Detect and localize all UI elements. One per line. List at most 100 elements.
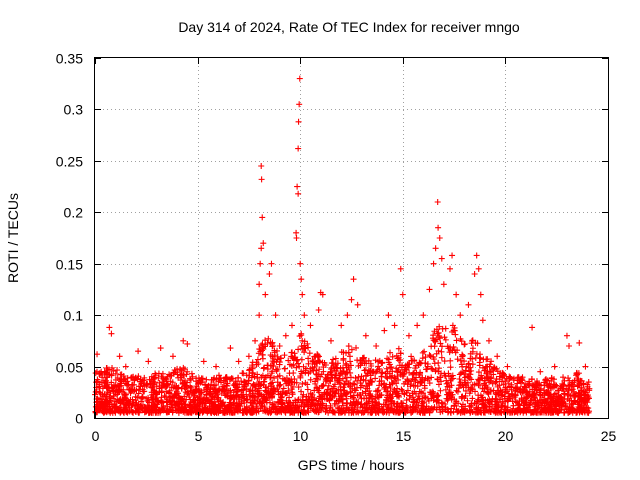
roti-point [215, 372, 222, 379]
roti-point [578, 377, 585, 384]
roti-point [378, 391, 385, 398]
roti-point [438, 354, 445, 361]
roti-point [459, 368, 466, 375]
roti-point [479, 385, 486, 392]
roti-point [514, 374, 521, 381]
y-tick-label: 0.2 [64, 205, 84, 221]
roti-point [477, 291, 484, 298]
roti-point [435, 381, 442, 388]
roti-point [256, 312, 263, 319]
roti-point [210, 393, 217, 400]
roti-point [168, 384, 175, 391]
roti-point [497, 408, 504, 415]
roti-point [405, 332, 412, 339]
roti-point [365, 400, 372, 407]
roti-point [570, 407, 577, 414]
roti-point [331, 400, 338, 407]
roti-point [310, 358, 317, 365]
roti-point [468, 385, 475, 392]
roti-point [345, 343, 352, 350]
roti-point [221, 387, 228, 394]
roti-point [481, 380, 488, 387]
roti-point [428, 365, 435, 372]
roti-point [298, 408, 305, 415]
roti-point [575, 392, 582, 399]
roti-point [533, 381, 540, 388]
roti-point [302, 369, 309, 376]
roti-point [525, 382, 532, 389]
roti-point [453, 337, 460, 344]
roti-point [391, 374, 398, 381]
roti-point [389, 407, 396, 414]
roti-point [300, 363, 307, 370]
tick-labels: 0 5 10 15 20 25 0 0.05 0.1 0.15 0.2 0.25 0.3 0.35 [56, 51, 617, 445]
roti-point [172, 391, 179, 398]
roti-point [294, 183, 301, 190]
roti-point [274, 353, 281, 360]
roti-point [459, 393, 466, 400]
roti-point [328, 374, 335, 381]
roti-point [213, 363, 220, 370]
roti-point [250, 381, 257, 388]
roti-point [358, 360, 365, 367]
roti-point [295, 360, 302, 367]
roti-point [556, 394, 563, 401]
roti-point [309, 401, 316, 408]
roti-point [383, 397, 390, 404]
roti-point [233, 392, 240, 399]
roti-point [186, 375, 193, 382]
roti-point [368, 405, 375, 412]
roti-point [271, 400, 278, 407]
roti-point [258, 381, 265, 388]
roti-point [418, 379, 425, 386]
roti-point [350, 276, 357, 283]
roti-point [447, 347, 454, 354]
roti-point [483, 374, 490, 381]
roti-point [278, 397, 285, 404]
roti-point [300, 403, 307, 410]
roti-point [472, 388, 479, 395]
roti-point [450, 343, 457, 350]
roti-point [311, 353, 318, 360]
roti-point [326, 396, 333, 403]
roti-point [160, 376, 167, 383]
roti-point [95, 384, 102, 391]
roti-point [459, 363, 466, 370]
roti-point [193, 403, 200, 410]
roti-point [347, 388, 354, 395]
roti-point [398, 386, 405, 393]
roti-point [155, 409, 162, 416]
roti-point [255, 408, 262, 415]
roti-point [422, 354, 429, 361]
roti-point [551, 363, 558, 370]
roti-point [258, 402, 265, 409]
roti-point [316, 408, 323, 415]
roti-point [449, 252, 456, 259]
roti-point [120, 400, 127, 407]
roti-point [482, 409, 489, 416]
roti-point [381, 327, 388, 334]
roti-point [460, 384, 467, 391]
roti-point [486, 363, 493, 370]
roti-point [414, 408, 421, 415]
roti-point [414, 383, 421, 390]
roti-point [345, 409, 352, 416]
roti-point [498, 402, 505, 409]
roti-point [244, 396, 251, 403]
roti-point [183, 396, 190, 403]
roti-point [323, 402, 330, 409]
x-tick-label: 10 [293, 428, 309, 444]
roti-point [107, 405, 114, 412]
roti-point [282, 332, 289, 339]
roti-point [475, 377, 482, 384]
roti-point [528, 376, 535, 383]
roti-point [298, 388, 305, 395]
roti-point [325, 409, 332, 416]
roti-point [498, 388, 505, 395]
roti-point [569, 386, 576, 393]
roti-point [108, 330, 115, 337]
roti-point [200, 396, 207, 403]
roti-point [481, 367, 488, 374]
roti-point [436, 235, 443, 241]
roti-point [452, 331, 459, 338]
